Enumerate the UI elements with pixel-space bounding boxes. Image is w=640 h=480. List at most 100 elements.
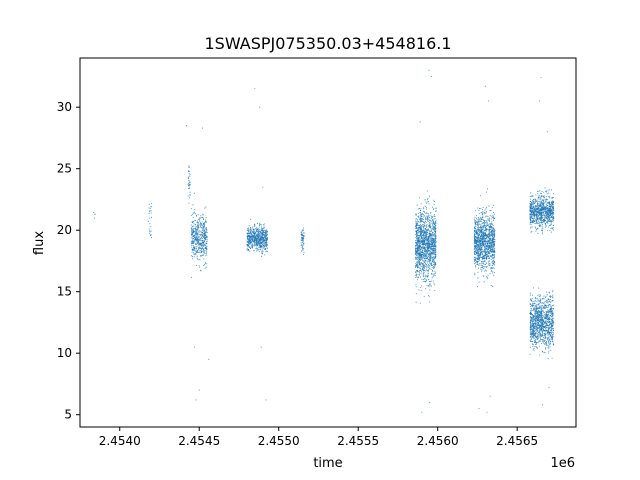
data-point — [484, 237, 486, 239]
data-point — [540, 219, 542, 222]
data-point — [481, 246, 483, 248]
data-point — [483, 212, 485, 214]
data-point — [536, 214, 538, 216]
data-point — [420, 251, 422, 253]
data-point — [428, 195, 431, 197]
data-point — [487, 236, 489, 238]
data-point — [540, 224, 542, 226]
data-point — [529, 218, 531, 220]
data-point — [431, 277, 433, 279]
data-point — [203, 243, 205, 245]
data-point — [426, 248, 428, 250]
data-point — [426, 274, 428, 276]
data-point — [264, 254, 266, 256]
data-point — [549, 204, 551, 206]
data-point — [493, 236, 496, 238]
data-point — [431, 234, 433, 236]
data-point — [199, 217, 201, 219]
data-point — [418, 244, 420, 246]
data-point — [264, 231, 266, 233]
data-point — [481, 265, 483, 267]
data-point — [489, 226, 491, 228]
data-point — [415, 284, 417, 286]
data-point — [542, 209, 544, 211]
data-point — [428, 294, 430, 297]
data-point — [430, 285, 433, 287]
data-point — [488, 241, 490, 243]
data-point — [264, 241, 266, 244]
data-point — [426, 231, 428, 233]
data-point — [199, 240, 201, 242]
data-point — [417, 213, 419, 215]
data-point — [422, 220, 424, 223]
data-point — [189, 191, 191, 193]
data-point — [533, 212, 535, 214]
data-point — [548, 212, 550, 214]
data-point — [426, 241, 428, 243]
data-point — [475, 262, 477, 264]
data-point — [481, 213, 484, 216]
data-point — [424, 280, 426, 282]
data-point — [431, 248, 433, 250]
data-point — [476, 286, 479, 288]
data-point — [192, 230, 195, 232]
data-point — [419, 212, 421, 214]
data-point — [252, 244, 254, 246]
data-point — [544, 219, 546, 221]
data-point — [264, 240, 266, 242]
data-point — [434, 284, 436, 286]
data-point — [492, 218, 495, 220]
data-point — [543, 214, 545, 216]
data-point — [246, 240, 248, 242]
data-point — [492, 262, 494, 264]
data-point — [476, 255, 478, 257]
data-point — [543, 195, 545, 197]
data-point — [538, 204, 540, 206]
data-point — [301, 239, 303, 241]
data-point — [478, 222, 480, 224]
data-point — [530, 227, 532, 229]
data-point — [536, 202, 538, 204]
data-point — [483, 255, 485, 257]
data-point — [431, 259, 433, 261]
data-point — [256, 238, 258, 240]
data-point — [423, 238, 425, 240]
data-point — [434, 251, 436, 253]
data-point — [415, 262, 417, 265]
data-point — [544, 212, 546, 215]
data-point — [540, 205, 542, 207]
data-point — [149, 234, 152, 236]
data-point — [434, 218, 436, 220]
data-point — [198, 233, 200, 235]
data-point — [479, 228, 481, 230]
data-point — [532, 221, 534, 223]
data-point — [541, 203, 543, 205]
data-point — [537, 190, 539, 193]
data-point — [262, 247, 264, 249]
data-point — [474, 210, 476, 212]
data-point — [204, 255, 206, 257]
data-point — [487, 219, 489, 221]
data-point — [423, 241, 425, 243]
data-point — [426, 251, 428, 253]
data-point — [425, 217, 427, 219]
data-point — [535, 230, 537, 232]
data-point — [252, 232, 254, 234]
data-point — [199, 221, 201, 223]
data-point — [253, 240, 256, 242]
data-point — [552, 197, 554, 199]
data-point — [254, 236, 257, 238]
data-point — [490, 237, 492, 239]
data-point — [539, 209, 541, 212]
data-point — [419, 222, 421, 224]
data-point — [480, 243, 483, 245]
data-point — [539, 217, 541, 219]
data-point — [493, 239, 495, 241]
data-point — [197, 258, 199, 260]
data-point — [205, 266, 207, 268]
data-point — [428, 235, 430, 237]
data-point — [477, 258, 479, 260]
data-point — [539, 211, 541, 213]
data-point — [302, 253, 305, 256]
data-point — [481, 254, 483, 256]
